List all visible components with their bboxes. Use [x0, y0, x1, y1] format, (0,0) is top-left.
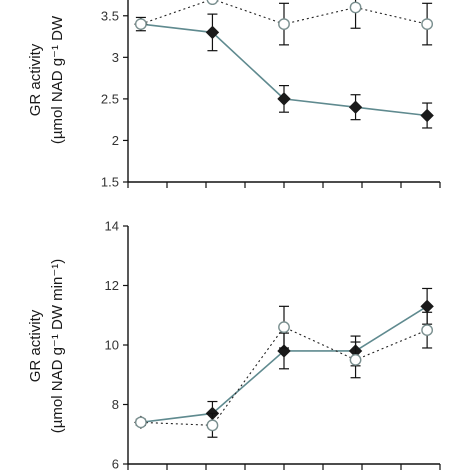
data-point-open [134, 416, 147, 429]
data-point-open [349, 1, 362, 14]
data-point-open [134, 18, 147, 30]
series-2 [134, 0, 434, 46]
y-tick-label: 12 [105, 278, 119, 293]
data-point-open [278, 321, 290, 334]
y-tick-label: 8 [112, 397, 119, 412]
data-point-filled [348, 100, 363, 114]
data-point-open [421, 18, 434, 30]
y-tick-label: 3 [112, 50, 119, 65]
y-axis-label-line1: GR activity [27, 309, 44, 382]
y-axis-label-line2: (µmol NAD g⁻¹ DW min⁻¹) [49, 259, 66, 433]
series-2 [134, 305, 434, 438]
y-axis-label-line1: GR activity [27, 43, 44, 116]
data-point-filled [277, 92, 291, 106]
y-tick-label: 1.5 [101, 175, 119, 190]
y-tick-label: 3.5 [101, 8, 119, 23]
data-point-open [349, 353, 362, 366]
y-tick-label: 14 [105, 219, 119, 234]
series-1 [134, 287, 434, 430]
panel-2: 6 8 10 12 14 GR activity (µmol NAD g⁻¹ DW min⁻… [27, 219, 441, 472]
data-point-open [278, 18, 290, 30]
panel-1: 1.5 2 2.5 3 3.5 GR activity (µmol NAD g⁻¹ DW [27, 0, 441, 190]
data-point-open [206, 0, 219, 6]
y-tick-label: 2.5 [101, 91, 119, 106]
y-tick-label: 6 [112, 457, 119, 472]
data-point-filled [205, 25, 220, 40]
data-point-open [206, 419, 219, 432]
data-point-filled [420, 299, 434, 314]
y-tick-label: 2 [112, 133, 119, 148]
y-axis-label-line2: (µmol NAD g⁻¹ DW [49, 15, 66, 144]
data-point-filled [420, 108, 434, 123]
data-point-open [421, 324, 434, 337]
y-tick-label: 10 [105, 338, 119, 353]
